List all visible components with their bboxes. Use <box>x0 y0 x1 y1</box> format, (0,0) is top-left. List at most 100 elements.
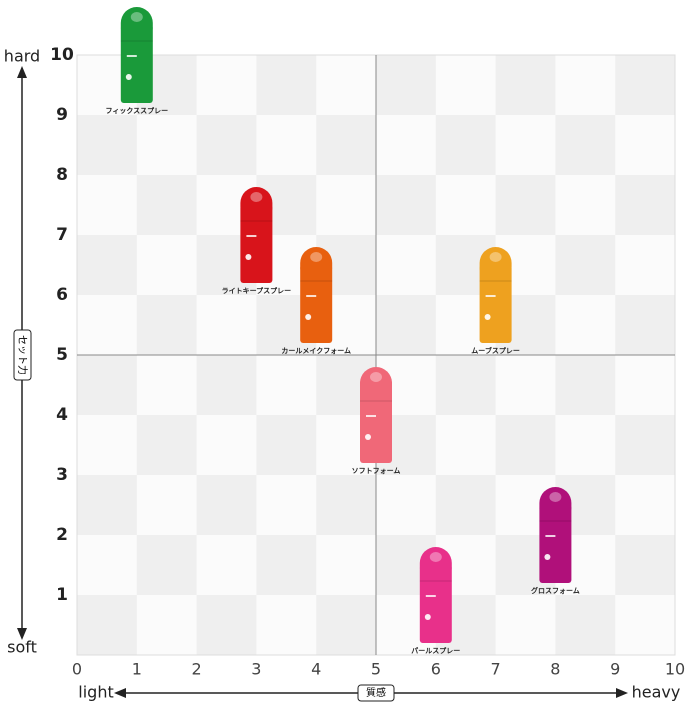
cell <box>555 415 616 476</box>
cell <box>256 595 317 656</box>
product-label: ライトキープスプレー <box>222 286 292 295</box>
x-title: 質感 <box>366 686 386 699</box>
product-label: フィックススプレー <box>105 106 168 115</box>
cell <box>435 475 497 536</box>
bottle-logo <box>545 535 556 537</box>
cell <box>615 535 676 596</box>
cell <box>196 115 257 176</box>
bottle-body <box>479 265 512 343</box>
cell <box>136 175 198 236</box>
cell <box>196 415 257 476</box>
y-arrow-head <box>17 628 27 640</box>
product: ムーブスプレー <box>471 247 520 355</box>
cell <box>615 55 676 116</box>
x-tick-label: 10 <box>665 660 685 679</box>
product-label: カールメイクフォーム <box>281 346 351 355</box>
x-title-box <box>357 684 395 702</box>
cell <box>495 415 556 476</box>
y-tick-label: 4 <box>56 405 68 425</box>
product: ソフトフォーム <box>352 367 401 475</box>
cell <box>615 595 676 656</box>
cell <box>77 235 138 296</box>
cell <box>316 55 377 116</box>
cell <box>316 535 377 596</box>
cell <box>376 115 437 176</box>
bottle-body <box>120 25 153 103</box>
cell <box>136 115 198 176</box>
cell <box>256 355 317 416</box>
cell <box>77 475 138 536</box>
x-tick-label: 8 <box>550 660 560 679</box>
y-title: セット力 <box>16 335 29 375</box>
product-label: パールスプレー <box>411 646 460 655</box>
bottle-icon <box>365 434 371 440</box>
bottle-logo <box>126 55 137 57</box>
cell <box>435 415 497 476</box>
x-tick-label: 9 <box>610 660 620 679</box>
bottle-icon <box>125 74 132 80</box>
x-tick-label: 7 <box>491 660 501 679</box>
y-tick-label: 7 <box>56 225 68 245</box>
y-low: soft <box>7 638 37 657</box>
product-label: グロスフォーム <box>531 586 580 595</box>
x-tick-label: 6 <box>431 660 441 679</box>
cell <box>256 115 317 176</box>
x-tick-label: 3 <box>251 660 261 679</box>
cell <box>316 595 377 656</box>
cell <box>615 115 676 176</box>
cell <box>77 535 138 596</box>
cell <box>615 235 676 296</box>
bottle-icon <box>484 314 491 320</box>
x-low: light <box>78 683 113 702</box>
y-tick-label: 5 <box>56 345 68 365</box>
x-arrow-head <box>114 688 126 698</box>
bottle-logo <box>425 595 436 597</box>
cell <box>256 55 317 116</box>
cell <box>136 295 198 356</box>
x-tick-label: 1 <box>132 660 142 679</box>
cell <box>136 475 198 536</box>
cell <box>196 535 257 596</box>
bottle-shine <box>549 492 562 502</box>
cell <box>615 295 676 356</box>
cell <box>495 115 556 176</box>
cell <box>256 475 317 536</box>
cell <box>376 55 437 116</box>
cell <box>77 175 138 236</box>
bottle-logo <box>366 415 376 417</box>
y-tick-label: 3 <box>56 465 68 485</box>
bottle-body <box>240 205 273 283</box>
cell <box>615 355 676 416</box>
cell <box>435 175 497 236</box>
y-high: hard <box>4 47 40 66</box>
cell <box>77 295 138 356</box>
y-tick-label: 8 <box>56 165 68 185</box>
y-tick-label: 1 <box>56 585 68 605</box>
cell <box>615 475 676 536</box>
x-tick-label: 2 <box>192 660 202 679</box>
cell <box>555 175 616 236</box>
bottle-shine <box>429 552 442 562</box>
cell <box>615 415 676 476</box>
cell <box>77 415 138 476</box>
cell <box>376 235 437 296</box>
bottle-shine <box>489 252 502 262</box>
bottle-shine <box>130 12 143 22</box>
x-tick-label: 0 <box>72 660 82 679</box>
cell <box>256 415 317 476</box>
bottle-logo <box>306 295 317 297</box>
cell <box>376 475 437 536</box>
cell <box>435 355 497 416</box>
cell <box>555 55 616 116</box>
cell <box>136 535 198 596</box>
cell <box>77 355 138 416</box>
cell <box>196 295 257 356</box>
cell <box>495 355 556 416</box>
bottle-icon <box>424 614 431 620</box>
cell <box>435 115 497 176</box>
product-label: ソフトフォーム <box>352 467 401 475</box>
bottle-shine <box>310 252 323 262</box>
bottle-icon <box>544 554 551 560</box>
x-high: heavy <box>632 683 681 702</box>
cell <box>136 235 198 296</box>
